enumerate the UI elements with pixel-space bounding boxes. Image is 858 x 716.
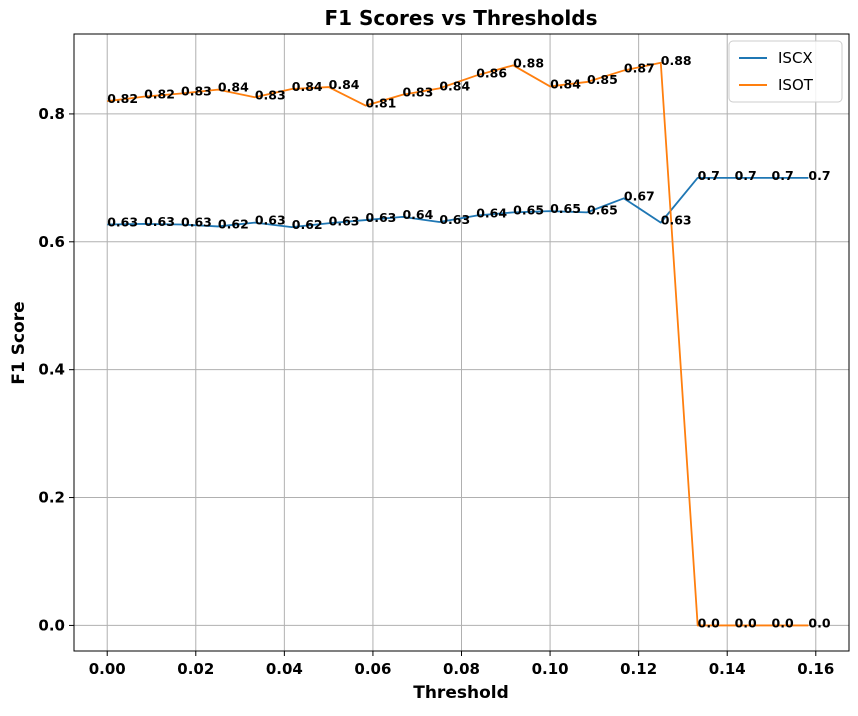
legend: ISCX ISOT xyxy=(728,40,843,103)
data-label-layer: 0.63 0.63 0.63 0.62 0.63 0.62 0.63 0.63 0.64 0.63… xyxy=(107,53,831,631)
y-tick-label: 0.2 xyxy=(38,489,65,507)
data-label-isot: 0.83 xyxy=(255,87,286,102)
legend-box xyxy=(728,40,843,103)
data-label-isot: 0.0 xyxy=(735,615,757,630)
data-label-isot: 0.84 xyxy=(218,80,249,95)
data-label-iscx: 0.65 xyxy=(550,201,581,216)
y-tick-label: 0.4 xyxy=(38,361,65,379)
series-layer xyxy=(107,61,809,627)
data-label-isot: 0.86 xyxy=(476,66,507,81)
data-label-iscx: 0.7 xyxy=(735,168,757,183)
legend-label-iscx: ISCX xyxy=(778,49,813,67)
data-label-iscx: 0.64 xyxy=(476,206,507,221)
data-label-isot: 0.84 xyxy=(329,77,360,92)
data-label-iscx: 0.62 xyxy=(292,217,323,232)
y-tick-label: 0.6 xyxy=(38,233,65,251)
data-label-iscx: 0.63 xyxy=(661,213,692,228)
data-label-iscx: 0.7 xyxy=(772,168,794,183)
x-tick-label: 0.10 xyxy=(532,660,569,678)
data-label-iscx: 0.65 xyxy=(513,202,544,217)
y-tick-label: 0.0 xyxy=(38,616,65,634)
data-label-iscx: 0.7 xyxy=(698,168,720,183)
data-label-iscx: 0.63 xyxy=(439,212,470,227)
data-label-isot: 0.0 xyxy=(808,615,830,630)
data-label-isot: 0.84 xyxy=(292,79,323,94)
data-label-iscx: 0.63 xyxy=(107,215,138,230)
data-label-isot: 0.84 xyxy=(550,76,581,91)
data-label-isot: 0.83 xyxy=(402,85,433,100)
x-tick-label: 0.06 xyxy=(354,660,391,678)
data-label-iscx: 0.63 xyxy=(366,210,397,225)
data-label-isot: 0.82 xyxy=(107,91,138,106)
tick-layer: 0.00 0.02 0.04 0.06 0.08 0.10 0.12 0.14 0.16 0.0 0… xyxy=(38,105,834,678)
data-label-isot: 0.0 xyxy=(772,615,794,630)
x-tick-label: 0.08 xyxy=(443,660,480,678)
data-label-iscx: 0.63 xyxy=(181,215,212,230)
x-tick-label: 0.16 xyxy=(797,660,834,678)
data-label-isot: 0.81 xyxy=(366,96,397,111)
y-axis-label: F1 Score xyxy=(9,301,29,384)
data-label-iscx: 0.64 xyxy=(402,207,433,222)
chart-title: F1 Scores vs Thresholds xyxy=(324,6,597,30)
x-tick-label: 0.14 xyxy=(709,660,746,678)
y-tick-label: 0.8 xyxy=(38,105,65,123)
data-label-iscx: 0.62 xyxy=(218,216,249,231)
grid-layer xyxy=(74,34,849,651)
data-label-iscx: 0.67 xyxy=(624,188,655,203)
data-label-isot: 0.85 xyxy=(587,72,618,87)
data-label-iscx: 0.7 xyxy=(808,168,830,183)
data-label-iscx: 0.63 xyxy=(144,214,175,229)
data-label-isot: 0.88 xyxy=(661,53,692,68)
x-tick-label: 0.04 xyxy=(266,660,303,678)
data-label-isot: 0.82 xyxy=(144,87,175,102)
data-label-isot: 0.83 xyxy=(181,83,212,98)
data-label-isot: 0.0 xyxy=(698,615,720,630)
data-label-iscx: 0.63 xyxy=(329,213,360,228)
x-axis-label: Threshold xyxy=(413,683,509,703)
data-label-isot: 0.88 xyxy=(513,55,544,70)
x-tick-label: 0.12 xyxy=(620,660,657,678)
data-label-iscx: 0.63 xyxy=(255,213,286,228)
x-tick-label: 0.00 xyxy=(89,660,126,678)
data-label-isot: 0.84 xyxy=(439,78,470,93)
series-line-isot xyxy=(107,61,809,627)
data-label-isot: 0.87 xyxy=(624,60,655,75)
series-line-iscx xyxy=(107,176,809,228)
data-label-iscx: 0.65 xyxy=(587,202,618,217)
x-tick-label: 0.02 xyxy=(177,660,214,678)
legend-label-isot: ISOT xyxy=(778,76,814,94)
